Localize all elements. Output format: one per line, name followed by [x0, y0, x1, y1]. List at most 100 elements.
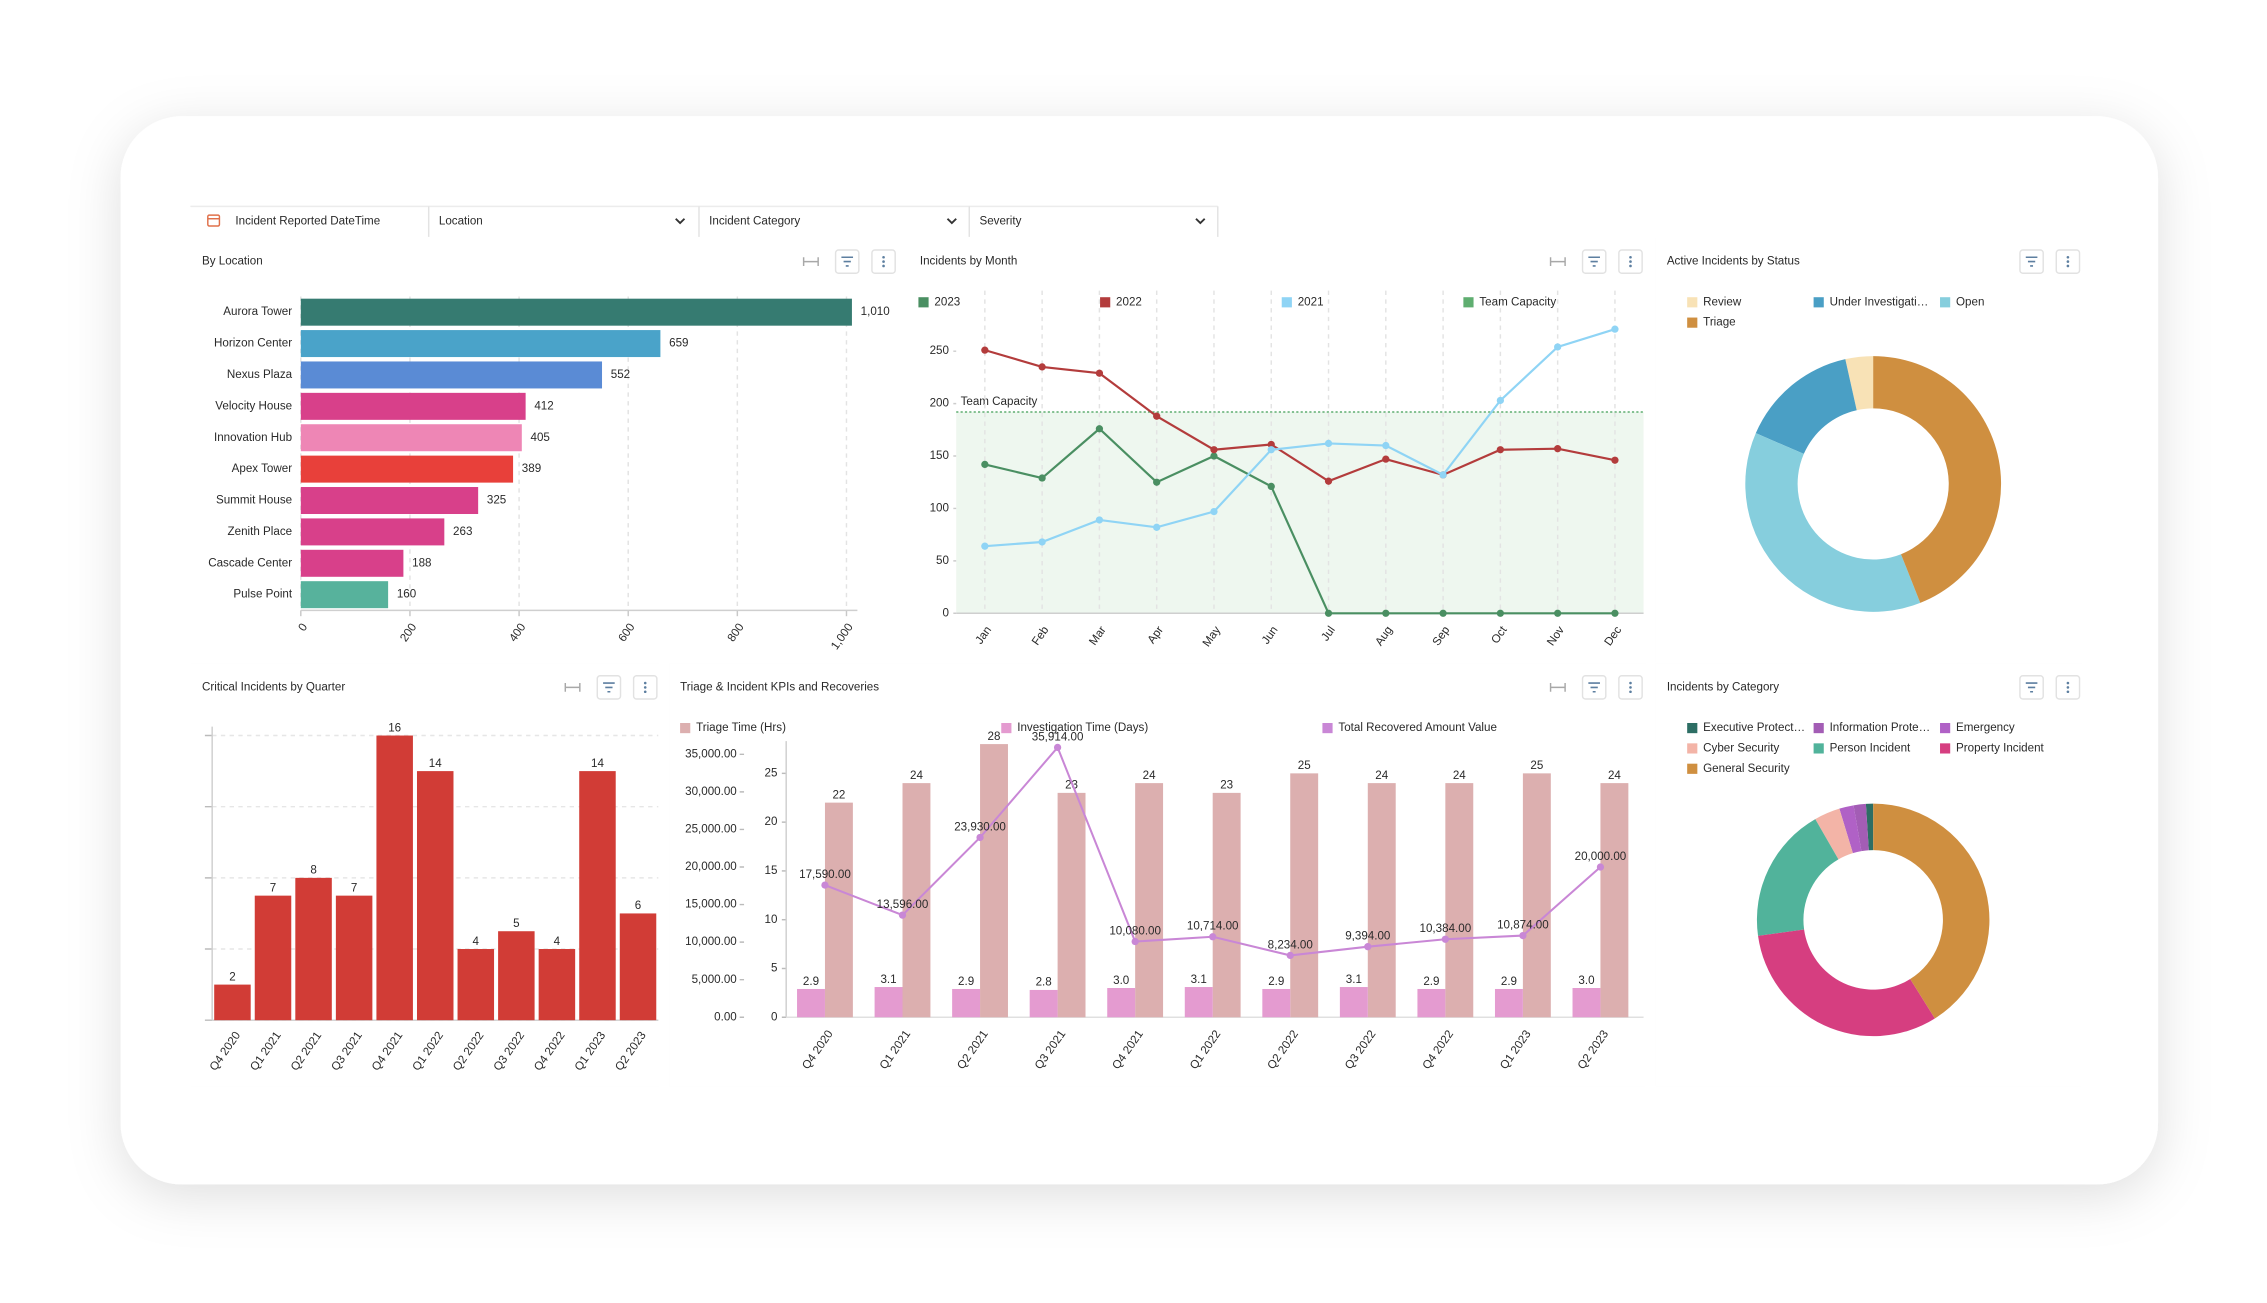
bar [300, 581, 389, 609]
donut-slice [1865, 803, 1874, 851]
series-line [984, 349, 1616, 483]
expand-icon[interactable] [802, 257, 819, 266]
legend-swatch [1687, 743, 1698, 754]
data-label: 2.9 [1423, 975, 1439, 988]
calendar-icon[interactable] [207, 214, 221, 227]
legend-label: Team Capacity [1479, 295, 1556, 308]
legend-swatch [680, 722, 691, 734]
y-tick-label: 250 [930, 344, 949, 357]
data-label: 28 [988, 730, 1001, 743]
menu-dot [2066, 690, 2070, 694]
legend-swatch [1813, 743, 1824, 754]
panel-title: Triage & Incident KPIs and Recoveries [680, 680, 879, 693]
data-label: 4 [554, 935, 561, 948]
data-label: 412 [534, 399, 553, 412]
data-label: 10,714.00 [1187, 920, 1239, 933]
menu-dot [1629, 264, 1632, 268]
panel-title: Critical Incidents by Quarter [202, 680, 345, 693]
data-point [981, 460, 989, 469]
data-label: 10,384.00 [1420, 922, 1472, 935]
bar [1212, 792, 1241, 1018]
y2-tick-label: 35,000.00 [685, 747, 737, 760]
dropdown-chevron[interactable] [946, 218, 957, 225]
data-point [1382, 609, 1390, 617]
data-point [1382, 455, 1390, 463]
category-label: Apex Tower [232, 462, 293, 475]
data-label: 24 [1608, 769, 1621, 782]
data-point [1496, 609, 1505, 617]
expand-icon[interactable] [564, 683, 581, 692]
legend-label: General Security [1703, 762, 1790, 775]
donut-slice [1845, 356, 1874, 411]
data-point [1038, 538, 1046, 546]
data-label: 188 [412, 556, 431, 569]
bar [1107, 988, 1136, 1018]
bar [952, 988, 981, 1018]
data-label: 13,596.00 [877, 898, 929, 911]
data-label: 3.1 [1191, 973, 1207, 986]
legend-swatch [1940, 743, 1951, 754]
legend-swatch [1813, 297, 1824, 308]
legend-swatch [1001, 722, 1012, 734]
menu-dot [643, 686, 647, 689]
filter-icon [603, 682, 615, 693]
legend-label: Emergency [1956, 721, 2015, 734]
menu-dot [1629, 690, 1632, 694]
data-label: 10,080.00 [1109, 924, 1161, 937]
filter-bar-bg [190, 206, 1218, 237]
filter-label[interactable]: Incident Category [709, 215, 800, 228]
menu-dot [882, 255, 885, 259]
legend-swatch [1940, 722, 1951, 734]
legend-swatch [918, 297, 929, 308]
data-point [1596, 863, 1605, 871]
bar [416, 771, 454, 1021]
filter-label[interactable]: Incident Reported DateTime [235, 215, 380, 228]
expand-icon[interactable] [1549, 257, 1566, 266]
data-label: 7 [351, 881, 357, 894]
data-label: 2.9 [803, 975, 819, 988]
dropdown-chevron[interactable] [675, 218, 686, 225]
menu-dot [643, 681, 647, 685]
bar [797, 988, 825, 1018]
legend-label: Open [1956, 295, 1984, 308]
filter-label[interactable]: Location [439, 215, 483, 228]
menu-dot [1629, 255, 1632, 259]
y-tick-label: 25 [765, 766, 778, 779]
dropdown-chevron[interactable] [1195, 218, 1206, 225]
data-point [1324, 477, 1333, 485]
menu-dot [2066, 681, 2070, 685]
panel-title: Incidents by Category [1667, 680, 1779, 693]
category-label: Aurora Tower [223, 305, 292, 318]
data-point [1611, 609, 1619, 617]
filter-icon [841, 256, 854, 267]
donut-slice [1758, 929, 1935, 1037]
data-label: 5 [513, 917, 519, 930]
legend-label: Information Prote… [1830, 721, 1931, 734]
category-label: Innovation Hub [214, 431, 292, 444]
bar [874, 987, 903, 1018]
y-tick-label: 50 [936, 554, 949, 567]
filter-icon [2025, 682, 2038, 693]
y-tick-label: 200 [930, 397, 949, 410]
data-point [1209, 933, 1217, 941]
legend-swatch [1100, 297, 1111, 308]
menu-dot [2066, 260, 2070, 263]
filter-icon [1588, 256, 1600, 267]
legend-swatch [1687, 317, 1698, 328]
bar [1367, 783, 1396, 1018]
donut-slice [1873, 803, 1990, 1019]
filter-label[interactable]: Severity [979, 215, 1021, 228]
data-point [1611, 456, 1619, 464]
bar [1057, 792, 1086, 1018]
bar [1494, 988, 1523, 1018]
data-point [821, 881, 829, 889]
data-label: 23,930.00 [954, 820, 1006, 833]
data-label: 8 [310, 864, 316, 877]
legend-label: 2021 [1298, 295, 1324, 308]
data-point [1324, 439, 1333, 448]
donut-slice [1873, 356, 2002, 603]
data-label: 14 [429, 757, 442, 770]
menu-dot [1629, 681, 1632, 685]
expand-icon[interactable] [1549, 683, 1566, 692]
